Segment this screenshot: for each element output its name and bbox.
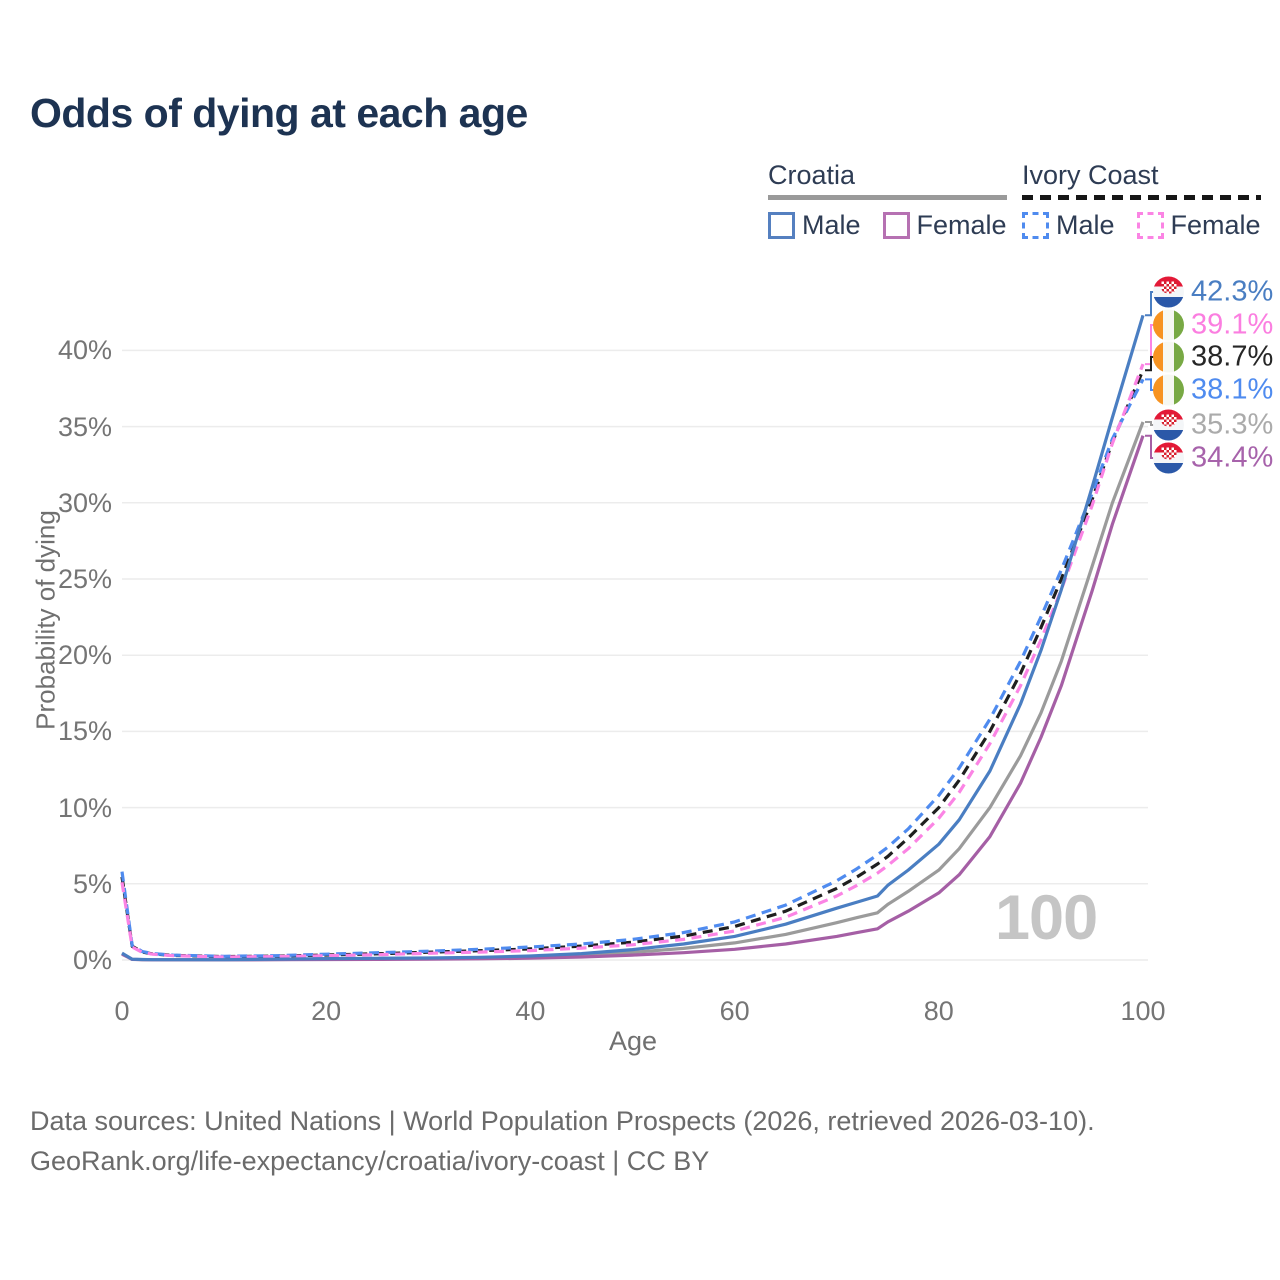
croatia-checker-crest (1161, 447, 1176, 460)
ivory-coast-male-swatch-icon (1022, 212, 1049, 239)
end-value-label-ivory-coast-female: 39.1% (1191, 308, 1274, 341)
y-axis-title: Probability of dying (30, 510, 61, 730)
legend-group-ivory-coast: Ivory Coast Male Female (1022, 160, 1261, 241)
y-tick-label: 10% (57, 792, 112, 823)
ivory-coast-flag-icon (1153, 341, 1184, 373)
croatia-flag-icon (1153, 442, 1184, 474)
y-tick-label: 30% (57, 487, 112, 518)
croatia-female-swatch-icon (882, 212, 910, 239)
attribution-text: GeoRank.org/life-expectancy/croatia/ivor… (30, 1146, 710, 1176)
croatia-flag-icon (1153, 409, 1184, 441)
series-line-croatia-male (121, 314, 1145, 962)
legend-item-croatia-male[interactable]: Male (768, 210, 861, 241)
series-line-croatia-female (121, 435, 1145, 962)
y-tick-label: 5% (72, 868, 112, 899)
ivory-coast-female-swatch-icon (1136, 212, 1164, 239)
x-tick-label: 80 (923, 996, 954, 1026)
x-tick-label: 60 (719, 996, 750, 1026)
x-tick-label: 0 (114, 996, 130, 1026)
ivory-coast-flag-icon (1153, 309, 1184, 341)
series-line-ivory-coast-both (120, 369, 1145, 959)
y-tick-label: 15% (57, 716, 112, 747)
y-tick-label: 40% (57, 335, 112, 366)
ivory-coast-dashed-line-key (1022, 195, 1261, 200)
y-tick-label: 25% (57, 564, 112, 594)
x-axis-title: Age (608, 1026, 658, 1056)
series-line-ivory-coast-male (120, 378, 1145, 958)
croatia-solid-line-key (768, 195, 1007, 200)
end-value-label-ivory-coast-both: 38.7% (1191, 340, 1274, 373)
data-sources-text: Data sources: United Nations | World Pop… (30, 1106, 1095, 1136)
legend-item-ivory-coast-male[interactable]: Male (1022, 210, 1115, 241)
croatia-checker-crest (1161, 281, 1176, 294)
legend-header-croatia: Croatia (768, 160, 856, 190)
y-tick-label: 35% (57, 411, 112, 442)
end-value-label-ivory-coast-male: 38.1% (1191, 373, 1274, 406)
legend-label: Female (1170, 210, 1261, 240)
x-tick-label: 100 (1120, 996, 1166, 1026)
croatia-flag-icon (1153, 276, 1184, 308)
legend-label: Female (916, 210, 1007, 240)
legend-group-croatia: Croatia Male Female (768, 160, 1007, 241)
end-value-label-croatia-female: 34.4% (1191, 441, 1274, 474)
legend-header-ivory-coast: Ivory Coast (1022, 160, 1159, 190)
page-title: Odds of dying at each age (30, 90, 528, 136)
croatia-checker-crest (1161, 414, 1176, 427)
x-tick-label: 20 (311, 996, 342, 1026)
y-tick-label: 0% (72, 945, 112, 975)
series-line-ivory-coast-female (120, 363, 1145, 959)
legend-label: Male (1056, 210, 1115, 240)
end-value-label-croatia-both: 35.3% (1191, 408, 1274, 441)
x-tick-label: 40 (515, 996, 546, 1026)
legend-item-croatia-female[interactable]: Female (882, 210, 1007, 241)
legend-label: Male (802, 210, 861, 240)
legend-item-ivory-coast-female[interactable]: Female (1136, 210, 1261, 241)
y-tick-label: 20% (57, 640, 112, 671)
age-watermark: 100 (995, 883, 1098, 953)
croatia-male-swatch-icon (768, 212, 795, 239)
ivory-coast-flag-icon (1153, 374, 1184, 406)
end-value-label-croatia-male: 42.3% (1191, 275, 1274, 308)
